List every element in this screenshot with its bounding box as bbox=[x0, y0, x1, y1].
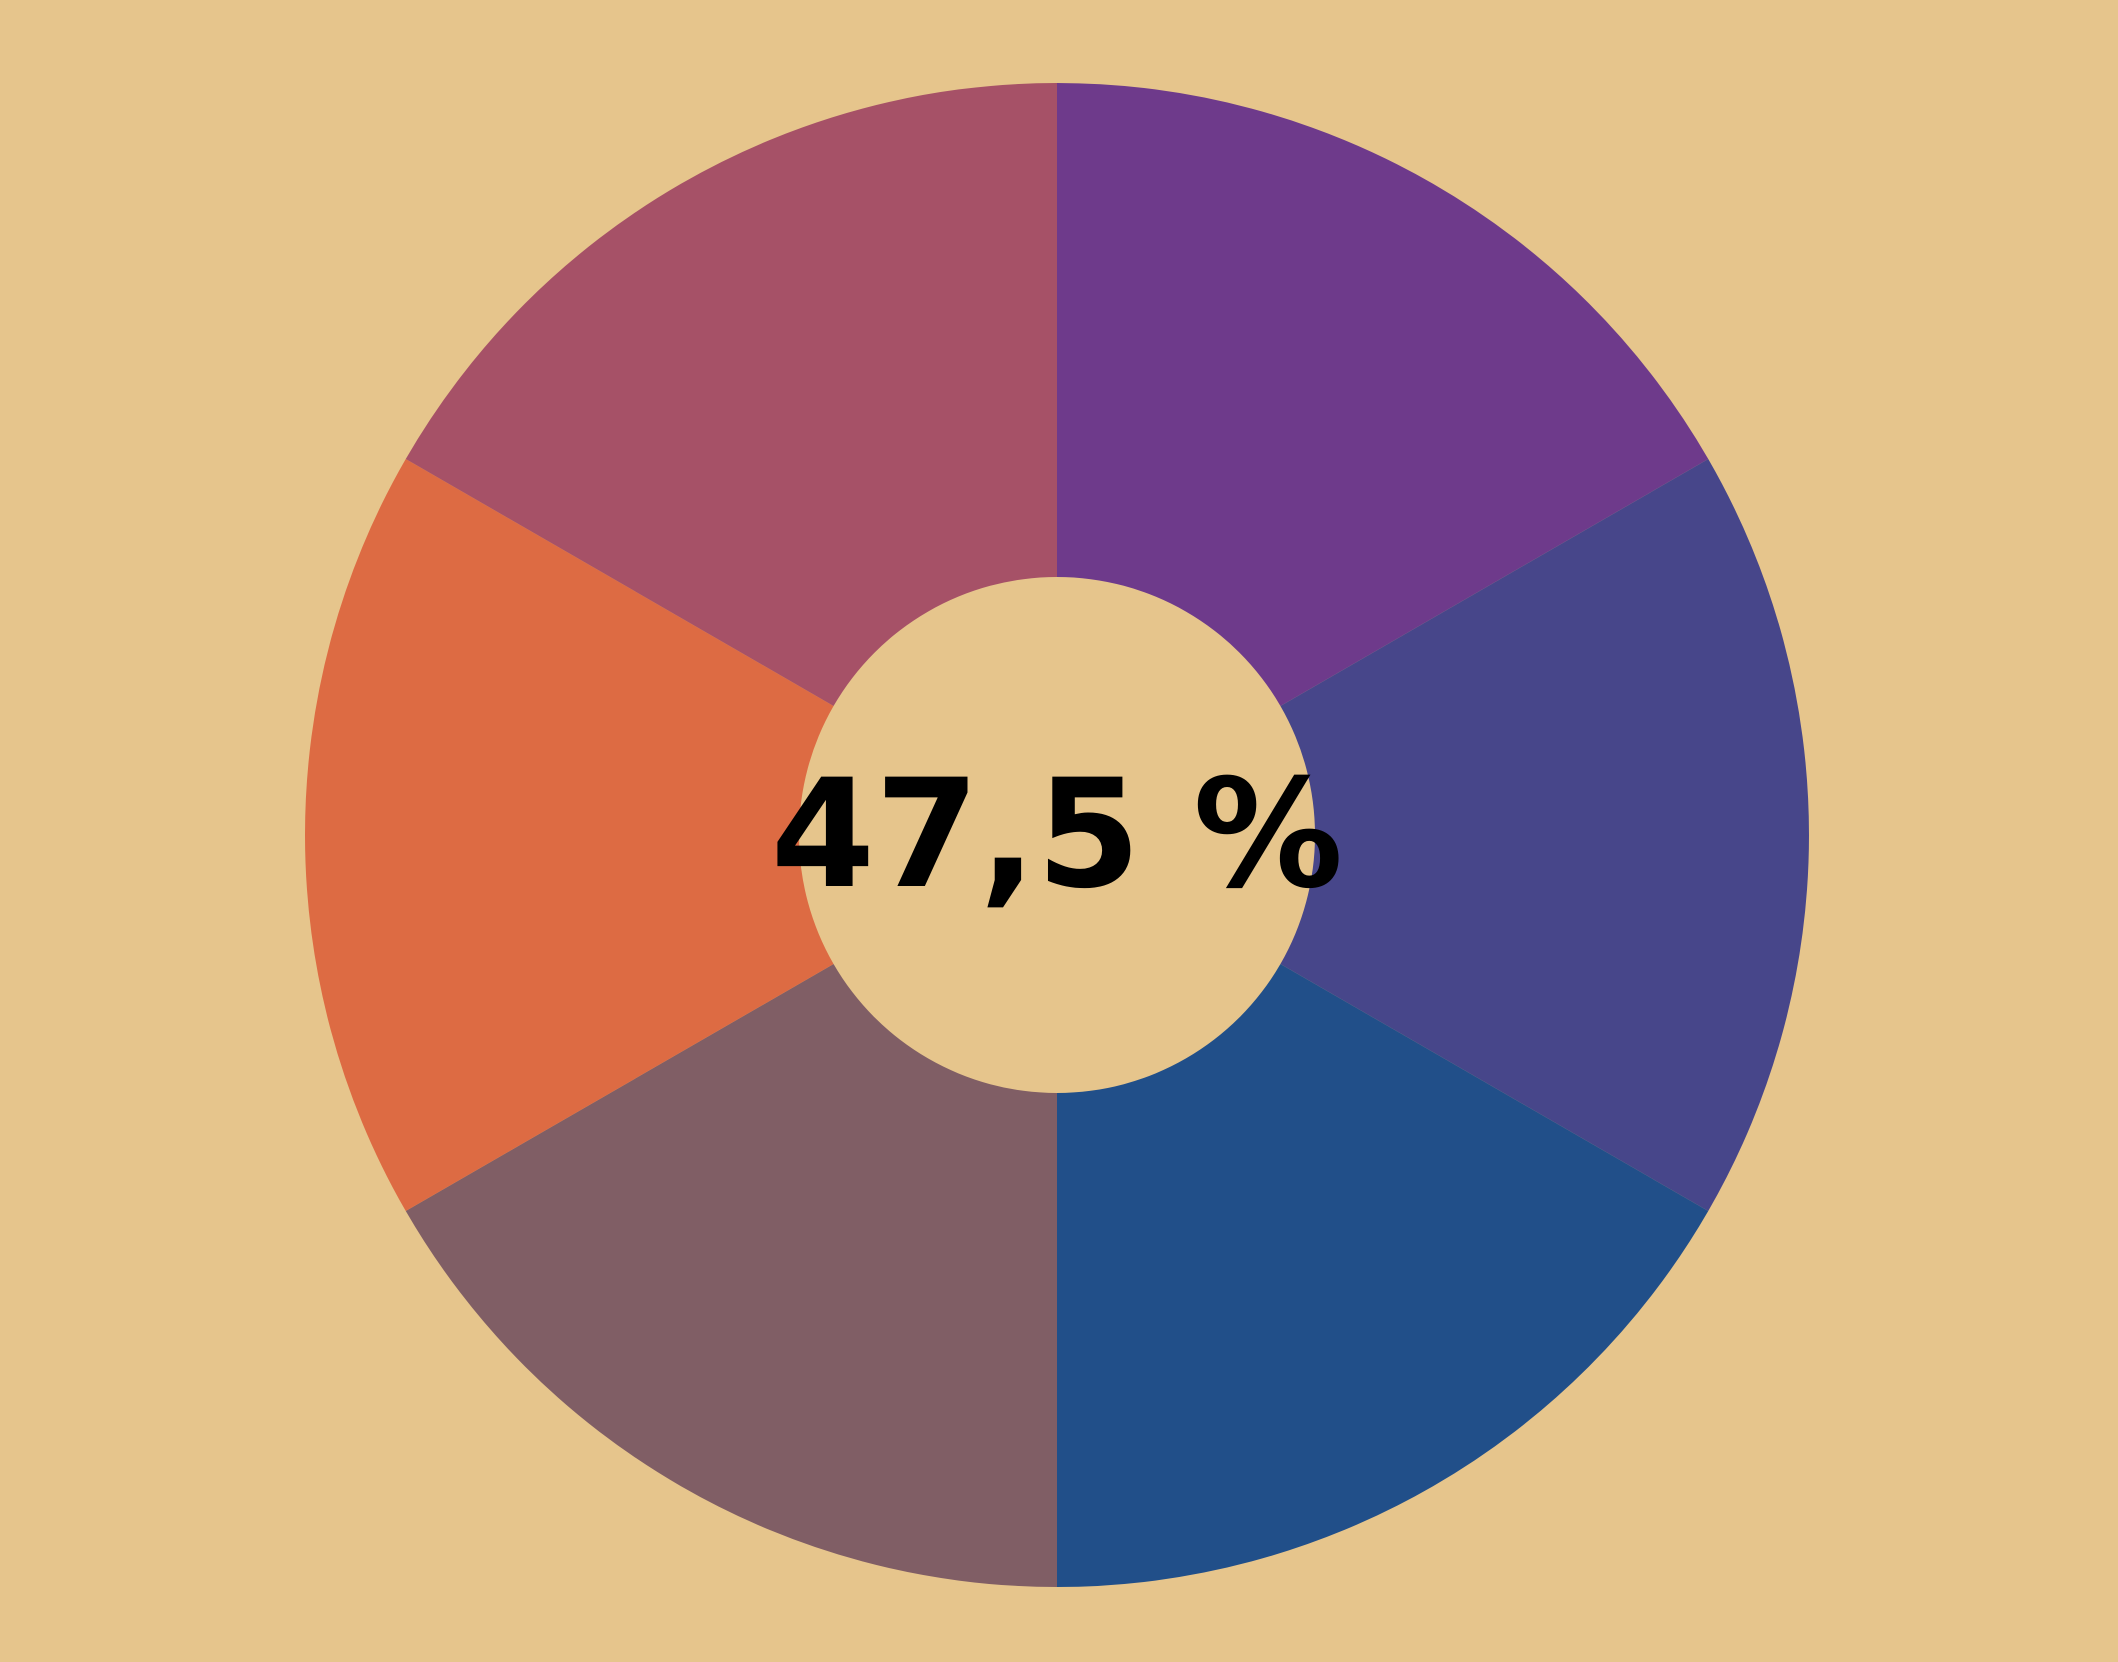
center-value-label: 47,5 % bbox=[771, 748, 1344, 922]
donut-slices bbox=[304, 82, 1809, 1587]
donut-slice-1 bbox=[1057, 83, 1709, 706]
donut-slice-6 bbox=[405, 82, 1057, 706]
donut-slice-4 bbox=[405, 964, 1057, 1587]
donut-slice-3 bbox=[1057, 964, 1709, 1587]
donut-slice-2 bbox=[1280, 459, 1809, 1211]
donut-slice-5 bbox=[304, 459, 834, 1211]
